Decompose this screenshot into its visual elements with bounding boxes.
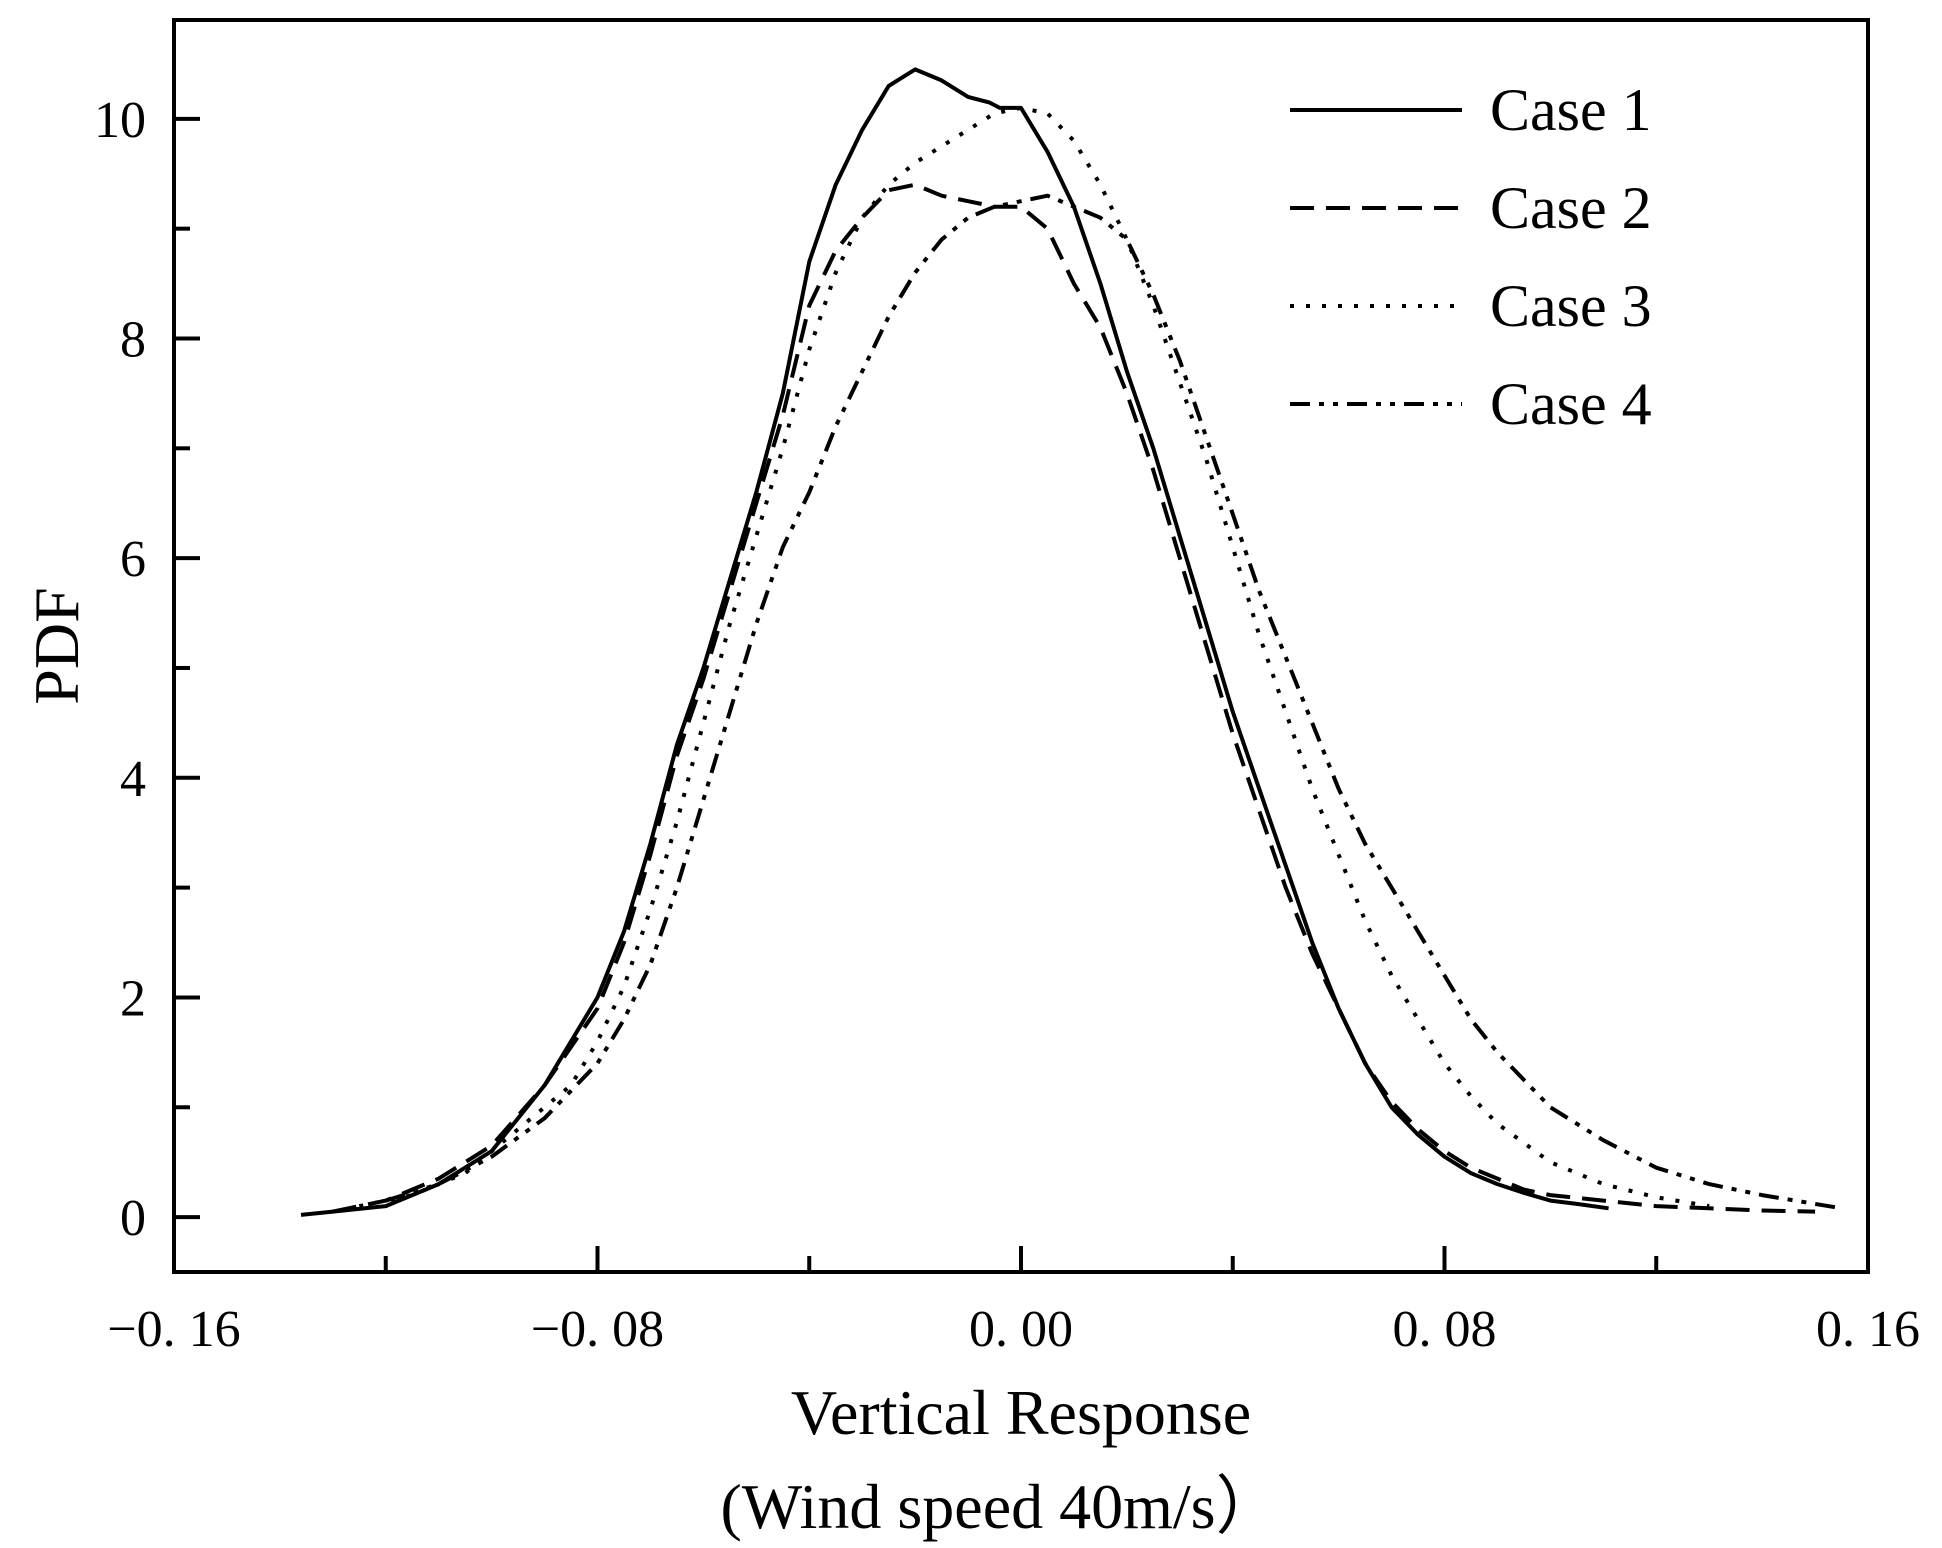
x-axis-subtitle: (Wind speed 40m/s）	[720, 1471, 1279, 1542]
legend-label-case-3: Case 3	[1490, 273, 1652, 339]
series-line-case-4	[385, 193, 1842, 1211]
series-layer	[300, 67, 1842, 1217]
y-tick-label: 2	[120, 970, 146, 1027]
y-axis-title: PDF	[21, 587, 92, 704]
legend-label-case-1: Case 1	[1490, 77, 1652, 143]
legend-label-case-2: Case 2	[1490, 175, 1652, 241]
x-tick-label: 0. 16	[1816, 1301, 1920, 1358]
series-line-case-2	[332, 182, 1816, 1214]
x-tick-label: 0. 00	[969, 1301, 1073, 1358]
x-axis-title: Vertical Response	[791, 1377, 1251, 1448]
y-tick-label: 4	[120, 751, 146, 808]
x-tick-label: −0. 08	[531, 1301, 664, 1358]
y-tick-label: 10	[94, 92, 146, 149]
plot-frame	[172, 18, 1870, 1274]
y-tick-label: 0	[120, 1190, 146, 1247]
x-tick-label: 0. 08	[1393, 1301, 1497, 1358]
x-tick-label: −0. 16	[107, 1301, 240, 1358]
legend: Case 1 Case 2 Case 3 Case 4	[1290, 77, 1652, 437]
series-line-case-1	[300, 67, 1609, 1217]
series-line-case-3	[358, 105, 1710, 1209]
y-tick-label: 8	[120, 311, 146, 368]
legend-label-case-4: Case 4	[1490, 371, 1652, 437]
tick-layer: −0. 16 −0. 08 0. 00 0. 08 0. 16 0 2 4 6 8 10	[94, 92, 1920, 1358]
y-tick-label: 6	[120, 531, 146, 588]
